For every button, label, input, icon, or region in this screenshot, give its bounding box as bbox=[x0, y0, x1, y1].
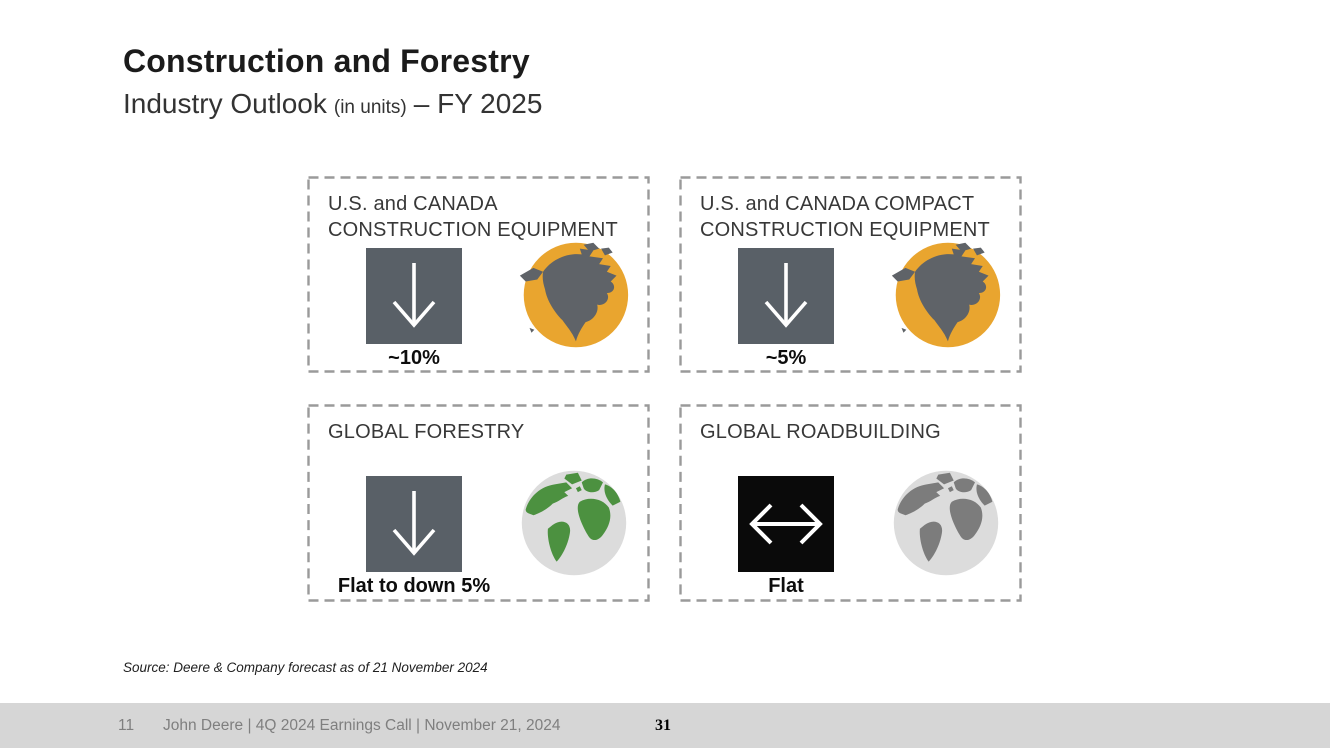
outlook-value: ~10% bbox=[388, 347, 440, 369]
panel-title-line1: GLOBAL ROADBUILDING bbox=[700, 421, 941, 443]
left-right-arrow-icon bbox=[738, 476, 834, 572]
page-number: 31 bbox=[655, 717, 671, 734]
outlook-value: Flat to down 5% bbox=[337, 575, 491, 597]
panel-us-canada-compact-construction: U.S. and CANADA COMPACT CONSTRUCTION EQU… bbox=[679, 176, 1022, 373]
footer-bar: 11 John Deere | 4Q 2024 Earnings Call | … bbox=[0, 703, 1330, 748]
slide-title: Construction and Forestry bbox=[123, 43, 530, 79]
panel-title-line1: GLOBAL FORESTRY bbox=[328, 421, 525, 443]
panel-global-roadbuilding: GLOBAL ROADBUILDING Flat bbox=[679, 404, 1022, 602]
subtitle-units-note: (in units) bbox=[333, 97, 407, 118]
panel-global-forestry: GLOBAL FORESTRY Flat to down 5% bbox=[307, 404, 650, 602]
panel-title: U.S. and CANADA CONSTRUCTION EQUIPMENT bbox=[328, 191, 644, 243]
footer-caption: John Deere | 4Q 2024 Earnings Call | Nov… bbox=[163, 717, 561, 734]
down-arrow-icon bbox=[738, 248, 834, 344]
dashed-border bbox=[679, 176, 1022, 373]
panel-title: GLOBAL FORESTRY bbox=[328, 419, 644, 445]
subtitle-fiscal-year: – FY 2025 bbox=[413, 88, 543, 119]
north-america-globe-icon bbox=[516, 237, 632, 353]
panel-title: U.S. and CANADA COMPACT CONSTRUCTION EQU… bbox=[700, 191, 1016, 243]
source-note: Source: Deere & Company forecast as of 2… bbox=[123, 660, 488, 675]
down-arrow-icon bbox=[366, 248, 462, 344]
subtitle-main: Industry Outlook bbox=[123, 88, 327, 119]
panel-title-line2: CONSTRUCTION EQUIPMENT bbox=[328, 219, 618, 241]
world-globe-icon bbox=[516, 465, 632, 581]
down-arrow-icon bbox=[366, 476, 462, 572]
world-globe-icon bbox=[888, 465, 1004, 581]
panel-title-line1: U.S. and CANADA bbox=[328, 193, 498, 215]
panel-title-line1: U.S. and CANADA COMPACT bbox=[700, 193, 975, 215]
outlook-value: ~5% bbox=[765, 347, 807, 369]
north-america-globe-icon bbox=[888, 237, 1004, 353]
outlook-value: Flat bbox=[768, 575, 804, 597]
dashed-border bbox=[679, 404, 1022, 602]
outlook-grid: U.S. and CANADA CONSTRUCTION EQUIPMENT ~… bbox=[307, 176, 1022, 602]
slide-header: Construction and Forestry Industry Outlo… bbox=[123, 42, 542, 124]
dashed-border bbox=[307, 176, 650, 373]
slide-subtitle: Industry Outlook (in units) – FY 2025 bbox=[123, 88, 542, 124]
panel-title-line2: CONSTRUCTION EQUIPMENT bbox=[700, 219, 990, 241]
slide-number: 11 bbox=[118, 717, 135, 734]
panel-us-canada-construction: U.S. and CANADA CONSTRUCTION EQUIPMENT ~… bbox=[307, 176, 650, 373]
dashed-border bbox=[307, 404, 650, 602]
panel-title: GLOBAL ROADBUILDING bbox=[700, 419, 1016, 445]
